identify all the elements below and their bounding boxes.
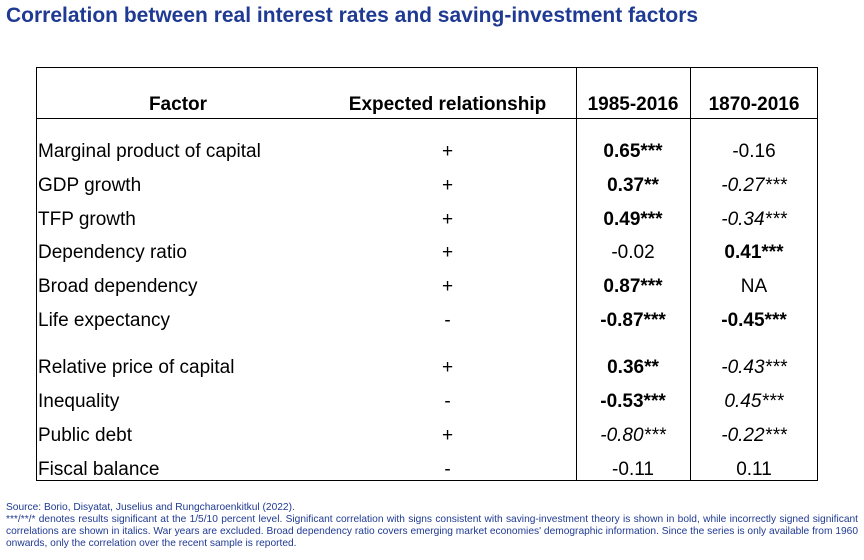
row-expected-sign: + (441, 276, 454, 297)
row-value-1985-2016: -0.53*** (600, 391, 666, 412)
row-value-1870-2016: 0.41*** (724, 242, 784, 263)
row-value-1985-2016: 0.65*** (603, 141, 663, 162)
row-factor-label: TFP growth (38, 209, 136, 230)
row-factor-label: Life expectancy (38, 310, 171, 331)
row-factor-label: Dependency ratio (38, 242, 187, 263)
row-value-1870-2016: -0.22*** (721, 425, 787, 446)
source-note: Source: Borio, Disyatat, Juselius and Ru… (6, 502, 295, 513)
header-period-1985-2016: 1985-2016 (587, 94, 679, 115)
row-factor-label: Fiscal balance (38, 459, 160, 480)
row-factor-label: Relative price of capital (38, 357, 235, 378)
row-value-1985-2016: 0.36** (607, 357, 659, 378)
column-divider (576, 68, 577, 480)
row-value-1985-2016: 0.87*** (603, 276, 663, 297)
correlation-table: Factor Expected relationship 1985-2016 1… (36, 67, 818, 481)
row-value-1985-2016: -0.87*** (600, 310, 666, 331)
row-factor-label: Inequality (38, 391, 120, 412)
row-expected-sign: - (444, 391, 451, 412)
row-factor-label: GDP growth (38, 175, 142, 196)
header-factor: Factor (148, 94, 208, 115)
row-expected-sign: + (441, 175, 454, 196)
row-value-1985-2016: -0.80*** (600, 425, 666, 446)
row-value-1985-2016: 0.49*** (603, 209, 663, 230)
footnotes: Source: Borio, Disyatat, Juselius and Ru… (6, 502, 858, 550)
row-value-1870-2016: -0.45*** (721, 310, 787, 331)
header-period-1870-2016: 1870-2016 (708, 94, 800, 115)
row-factor-label: Marginal product of capital (38, 141, 261, 162)
row-value-1985-2016: 0.37** (607, 175, 659, 196)
row-value-1870-2016: -0.34*** (721, 209, 787, 230)
header-divider (37, 118, 817, 119)
row-expected-sign: + (441, 209, 454, 230)
header-expected-relationship: Expected relationship (348, 94, 547, 115)
row-expected-sign: + (441, 425, 454, 446)
row-expected-sign: - (444, 459, 451, 480)
row-expected-sign: + (441, 242, 454, 263)
row-factor-label: Public debt (38, 425, 133, 446)
row-expected-sign: + (441, 141, 454, 162)
significance-note: ***/**/* denotes results significant at … (6, 514, 858, 549)
row-value-1985-2016: -0.11 (612, 459, 654, 480)
column-divider (690, 68, 691, 480)
row-value-1870-2016: 0.45*** (724, 391, 784, 412)
row-value-1870-2016: -0.43*** (721, 357, 787, 378)
row-value-1870-2016: -0.16 (732, 141, 776, 162)
row-value-1870-2016: 0.11 (736, 459, 772, 480)
row-value-1870-2016: NA (740, 276, 768, 297)
row-expected-sign: + (441, 357, 454, 378)
row-expected-sign: - (444, 310, 451, 331)
row-value-1985-2016: -0.02 (611, 242, 655, 263)
row-value-1870-2016: -0.27*** (721, 175, 787, 196)
row-factor-label: Broad dependency (38, 276, 198, 297)
page-title: Correlation between real interest rates … (6, 4, 699, 27)
